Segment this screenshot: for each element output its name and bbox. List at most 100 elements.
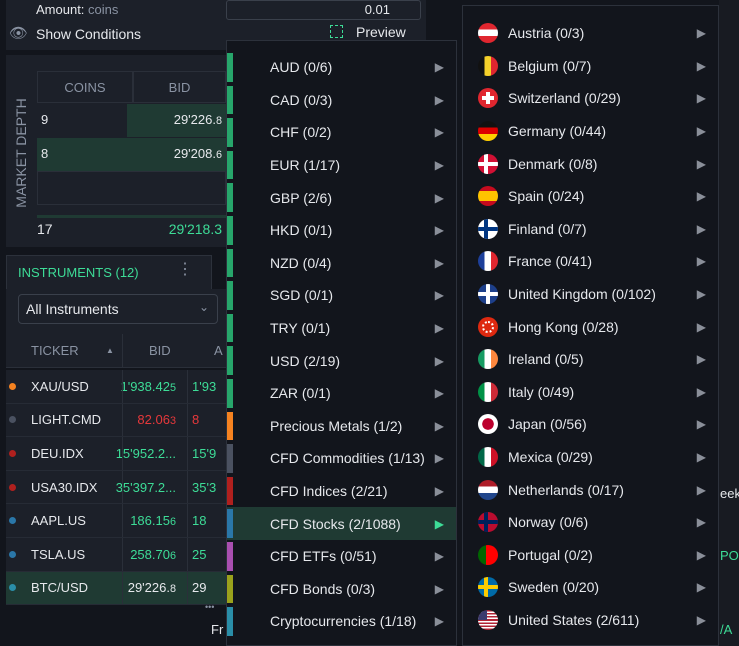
country-menu-item[interactable]: Mexica (0/29) ▶: [463, 441, 718, 474]
category-menu-item[interactable]: AUD (0/6) ▶: [227, 51, 456, 84]
column-divider: [122, 403, 123, 437]
instrument-color-dot: [9, 416, 16, 424]
bid-header: BID: [133, 71, 226, 103]
country-menu-item[interactable]: Ireland (0/5) ▶: [463, 343, 718, 376]
chevron-right-icon: ▶: [434, 255, 444, 270]
column-divider: [187, 470, 188, 504]
more-vertical-icon[interactable]: ⋮: [177, 261, 193, 278]
country-menu-item[interactable]: Portugal (0/2) ▶: [463, 539, 718, 572]
bid-header[interactable]: BID: [149, 343, 171, 358]
ticker-header[interactable]: TICKER: [31, 343, 79, 358]
category-color-bar: [227, 53, 233, 82]
country-menu-item[interactable]: Belgium (0/7) ▶: [463, 50, 718, 83]
category-color-bar: [227, 476, 233, 506]
country-menu-item[interactable]: Switzerland (0/29) ▶: [463, 82, 718, 115]
ask-header[interactable]: A: [214, 343, 223, 358]
chevron-right-icon: ▶: [696, 450, 706, 465]
category-menu-item[interactable]: CFD ETFs (0/51) ▶: [227, 540, 456, 573]
instrument-ticker: XAU/USD: [31, 378, 89, 394]
country-menu-item[interactable]: Netherlands (0/17) ▶: [463, 473, 718, 506]
category-menu-item[interactable]: NZD (0/4) ▶: [227, 247, 456, 280]
country-menu-item[interactable]: United Kingdom (0/102) ▶: [463, 278, 718, 311]
instrument-filter-select[interactable]: All Instruments ⌄: [18, 294, 218, 324]
category-menu-item[interactable]: Precious Metals (1/2) ▶: [227, 410, 456, 443]
chevron-right-icon: ▶: [696, 91, 706, 106]
country-menu-item[interactable]: Sweden (0/20) ▶: [463, 571, 718, 604]
depth-total-coins: 17: [37, 221, 53, 237]
category-menu-item[interactable]: HKD (0/1) ▶: [227, 214, 456, 247]
country-menu-item[interactable]: France (0/41) ▶: [463, 245, 718, 278]
instrument-color-dot: [9, 483, 16, 491]
category-menu-item[interactable]: CFD Bonds (0/3) ▶: [227, 573, 456, 606]
instrument-row[interactable]: USA30.IDX 35'397.2... 35'3: [6, 470, 226, 505]
category-color-bar: [227, 248, 233, 278]
category-color-bar: [227, 607, 233, 636]
preview-button[interactable]: Preview: [356, 24, 406, 40]
category-menu-item[interactable]: CHF (0/2) ▶: [227, 116, 456, 149]
country-menu-item[interactable]: United States (2/611) ▶: [463, 604, 718, 637]
instruments-tab[interactable]: INSTRUMENTS (12) ⋮: [6, 255, 212, 289]
column-divider: [187, 437, 188, 470]
category-menu-item[interactable]: CFD Stocks (2/1088) ▶: [227, 507, 456, 540]
instrument-row[interactable]: XAU/USD 1'938.425 1'93: [6, 370, 226, 404]
country-menu-item[interactable]: Denmark (0/8) ▶: [463, 147, 718, 180]
chevron-right-icon: ▶: [696, 124, 706, 139]
category-menu-item[interactable]: TRY (0/1) ▶: [227, 312, 456, 345]
chevron-right-icon: ▶: [696, 58, 706, 73]
austria-flag-icon: [478, 23, 498, 44]
column-divider: [122, 437, 123, 470]
country-menu-item[interactable]: Japan (0/56) ▶: [463, 408, 718, 441]
category-menu-item[interactable]: SGD (0/1) ▶: [227, 279, 456, 312]
country-menu-item[interactable]: Austria (0/3) ▶: [463, 17, 718, 50]
country-menu-item[interactable]: Italy (0/49) ▶: [463, 376, 718, 409]
category-menu-item[interactable]: ZAR (0/1) ▶: [227, 377, 456, 410]
show-conditions-button[interactable]: Show Conditions: [36, 26, 142, 42]
instrument-filter-value: All Instruments: [26, 301, 119, 317]
instrument-ticker: BTC/USD: [31, 580, 89, 596]
category-menu-item[interactable]: CFD Commodities (1/13) ▶: [227, 442, 456, 475]
country-menu-item[interactable]: Germany (0/44) ▶: [463, 115, 718, 148]
sweden-flag-icon: [478, 577, 498, 598]
chevron-right-icon: ▶: [696, 384, 706, 399]
instrument-row[interactable]: LIGHT.CMD 82.063 8: [6, 403, 226, 438]
instrument-row[interactable]: BTC/USD 29'226.8 29: [6, 571, 226, 606]
instrument-ask: 15'9: [192, 445, 217, 461]
more-horizontal-icon[interactable]: •••: [205, 602, 215, 612]
country-menu-item[interactable]: Spain (0/24) ▶: [463, 180, 718, 213]
instrument-row[interactable]: AAPL.US 186.156 18: [6, 504, 226, 538]
category-menu-item[interactable]: EUR (1/17) ▶: [227, 149, 456, 182]
category-label: HKD (0/1): [270, 222, 333, 239]
category-menu-item[interactable]: CFD Indices (2/21) ▶: [227, 475, 456, 508]
depth-bid: 29'208.6: [174, 146, 222, 161]
chevron-right-icon: ▶: [434, 451, 444, 466]
instrument-bid: 15'952.2...: [116, 446, 176, 461]
category-menu: AUD (0/6) ▶ CAD (0/3) ▶ CHF (0/2) ▶ EUR …: [226, 40, 457, 646]
instrument-row[interactable]: DEU.IDX 15'952.2... 15'9: [6, 437, 226, 471]
category-menu-item[interactable]: CAD (0/3) ▶: [227, 84, 456, 117]
chevron-right-icon: ▶: [696, 482, 706, 497]
column-divider: [122, 538, 123, 571]
column-divider: [187, 370, 188, 403]
instrument-bid-small: 8: [169, 583, 176, 596]
chevron-down-icon: ⌄: [198, 300, 209, 314]
chevron-right-icon: ▶: [434, 386, 444, 401]
category-color-bar: [227, 444, 233, 473]
instrument-row[interactable]: TSLA.US 258.706 25: [6, 538, 226, 572]
category-label: CFD Commodities (1/13): [270, 450, 425, 467]
hongkong-flag-icon: [478, 316, 498, 337]
france-flag-icon: [478, 251, 498, 272]
country-menu-item[interactable]: Finland (0/7) ▶: [463, 213, 718, 246]
ireland-flag-icon: [478, 349, 498, 370]
instrument-bid-text: 35'397.2...: [115, 479, 176, 495]
chevron-right-icon: ▶: [696, 254, 706, 269]
preview-icon: [330, 25, 343, 38]
country-menu-item[interactable]: Norway (0/6) ▶: [463, 506, 718, 539]
category-menu-item[interactable]: Cryptocurrencies (1/18) ▶: [227, 605, 456, 638]
instrument-bid-small: 5: [169, 381, 176, 394]
portugal-flag-icon: [478, 544, 498, 565]
category-menu-item[interactable]: GBP (2/6) ▶: [227, 181, 456, 214]
country-menu-item[interactable]: Hong Kong (0/28) ▶: [463, 310, 718, 343]
category-menu-item[interactable]: USD (2/19) ▶: [227, 344, 456, 377]
netherlands-flag-icon: [478, 479, 498, 500]
amount-input[interactable]: 0.01: [226, 0, 421, 20]
